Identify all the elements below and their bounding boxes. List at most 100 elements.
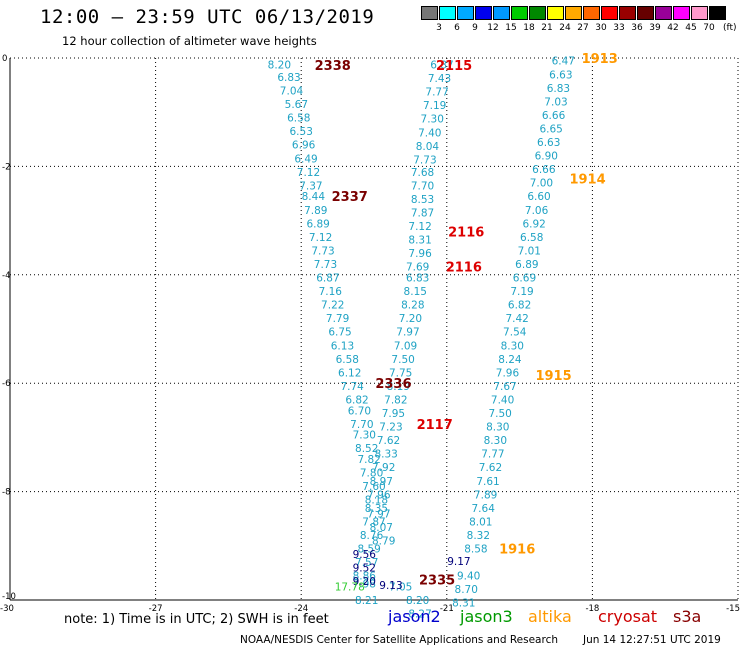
swh-value: 8.30 — [484, 435, 507, 447]
x-tick-label: -15 — [726, 604, 740, 614]
pass-time-label: 1914 — [569, 172, 605, 187]
swh-value: 6.92 — [522, 218, 545, 230]
color-swatch — [475, 6, 492, 20]
swh-value: 8.19 — [387, 381, 410, 393]
chart-subtitle: 12 hour collection of altimeter wave hei… — [62, 34, 317, 48]
swh-value: 7.19 — [510, 286, 533, 298]
swh-value: 6.66 — [532, 164, 556, 176]
color-label: 24 — [559, 23, 571, 33]
swh-value: 8.30 — [486, 422, 509, 434]
pass-time-label: 2117 — [417, 418, 453, 433]
swh-value: 7.64 — [472, 503, 496, 515]
color-label: 33 — [613, 23, 625, 33]
swh-value: 7.82 — [357, 454, 380, 466]
color-swatch — [583, 6, 600, 20]
swh-value: 6.82 — [345, 394, 368, 406]
color-label: 6 — [454, 23, 460, 33]
swh-value: 7.12 — [297, 167, 320, 179]
swh-value: 8.27 — [408, 609, 431, 621]
satellite-jason2: jason2 — [388, 607, 441, 626]
color-swatch — [655, 6, 672, 20]
swh-value: 7.67 — [493, 381, 516, 393]
swh-value: 6.89 — [515, 259, 538, 271]
swh-value: 6.87 — [430, 60, 453, 72]
swh-value: 6.66 — [542, 110, 566, 122]
swh-value: 8.04 — [416, 141, 440, 153]
swh-value: 6.83 — [547, 83, 570, 95]
swh-value: 7.77 — [481, 449, 504, 461]
swh-value: 8.44 — [302, 191, 326, 203]
swh-value: 6.63 — [549, 69, 572, 81]
swh-value: 6.69 — [513, 273, 536, 285]
swh-value: 7.74 — [340, 381, 364, 393]
pass-time-label: 1915 — [535, 369, 571, 384]
swh-value: 5.67 — [285, 99, 308, 111]
y-tick-label: -10 — [2, 592, 16, 602]
color-swatch — [619, 6, 636, 20]
color-label: 30 — [595, 23, 607, 33]
pass-time-label: 2338 — [315, 59, 351, 74]
swh-value: 6.75 — [328, 327, 351, 339]
swh-value: 6.83 — [406, 273, 429, 285]
swh-value: 9.20 — [353, 576, 376, 588]
color-unit: (ft) — [723, 23, 737, 33]
swh-value: 8.32 — [467, 530, 490, 542]
swh-value: 6.47 — [552, 56, 575, 68]
swh-value: 9.52 — [353, 562, 376, 574]
color-swatch — [421, 6, 438, 20]
swh-value: 8.59 — [357, 544, 380, 556]
color-swatch — [439, 6, 456, 20]
swh-value: 7.50 — [391, 354, 414, 366]
swh-value: 6.65 — [539, 123, 562, 135]
credit-line: NOAA/NESDIS Center for Satellite Applica… — [240, 634, 558, 646]
y-tick-label: -8 — [2, 488, 10, 498]
color-swatch — [547, 6, 564, 20]
swh-value: 7.69 — [406, 262, 429, 274]
swh-value: 7.43 — [428, 73, 451, 85]
color-swatch — [529, 6, 546, 20]
pass-time-label: 2335 — [419, 573, 455, 588]
swh-value: 8.20 — [406, 595, 429, 607]
swh-value: 8.21 — [355, 595, 378, 607]
swh-value: 7.61 — [476, 476, 499, 488]
swh-value: 7.97 — [396, 327, 419, 339]
swh-value: 6.96 — [292, 140, 316, 152]
swh-value: 7.89 — [474, 489, 497, 501]
x-tick-label: -30 — [0, 604, 14, 614]
swh-value: 7.96 — [408, 248, 432, 260]
swh-value: 8.58 — [464, 544, 487, 556]
color-swatch — [457, 6, 474, 20]
generated-timestamp: Jun 14 12:27:51 UTC 2019 — [583, 634, 721, 646]
swh-value: 8.76 — [360, 530, 384, 542]
swh-value: 7.89 — [304, 205, 327, 217]
swh-value: 7.54 — [503, 327, 527, 339]
swh-value: 7.50 — [488, 408, 511, 420]
swh-value: 7.00 — [530, 178, 553, 190]
color-swatch — [709, 6, 726, 20]
swh-value: 7.62 — [377, 435, 400, 447]
swh-value: 7.01 — [518, 245, 541, 257]
swh-value: 7.70 — [350, 419, 373, 431]
color-swatch — [601, 6, 618, 20]
satellite-s3a: s3a — [673, 607, 702, 626]
swh-value: 6.87 — [316, 273, 339, 285]
swh-value: 7.12 — [408, 221, 431, 233]
swh-value: 8.70 — [455, 584, 478, 596]
chart-title: 12:00 – 23:59 UTC 06/13/2019 — [40, 6, 375, 28]
satellite-altika: altika — [528, 607, 572, 626]
color-swatch — [565, 6, 582, 20]
color-swatch — [511, 6, 528, 20]
swh-value: 7.98 — [353, 579, 376, 591]
color-label: 21 — [541, 23, 553, 33]
swh-value: 7.68 — [411, 167, 434, 179]
swh-value: 7.80 — [360, 468, 383, 480]
swh-value: 7.06 — [525, 205, 549, 217]
color-swatch — [691, 6, 708, 20]
pass-time-label: 1913 — [582, 52, 618, 67]
swh-value: 8.86 — [353, 571, 377, 583]
swh-value: 7.30 — [353, 430, 376, 442]
swh-value: 6.12 — [338, 367, 361, 379]
swh-value: 7.16 — [319, 286, 343, 298]
swh-value: 6.63 — [537, 137, 560, 149]
